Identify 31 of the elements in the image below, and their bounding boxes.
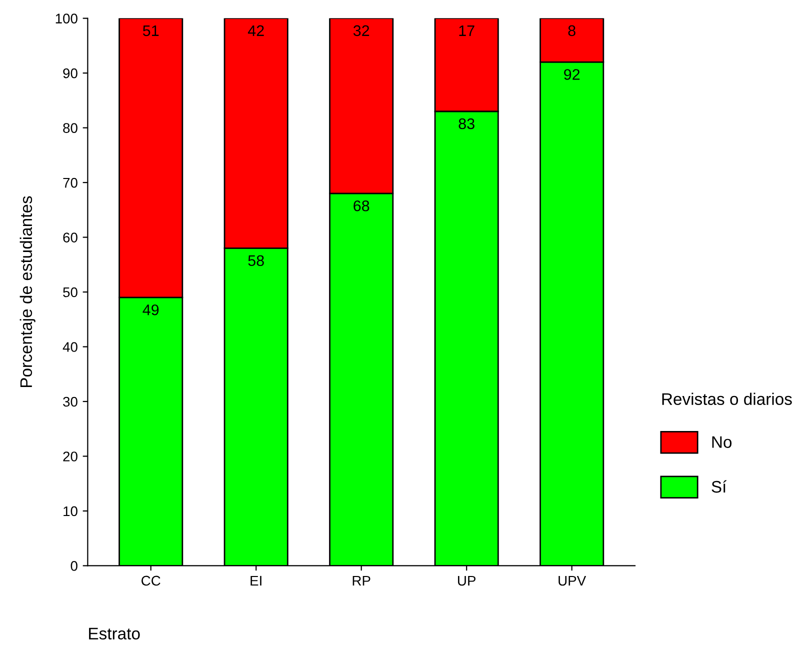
y-tick-label: 0 — [70, 561, 78, 571]
data-label: 68 — [354, 200, 370, 212]
data-label: 42 — [248, 25, 264, 36]
y-tick-label: 20 — [63, 452, 78, 462]
y-tick-label: 50 — [63, 287, 78, 298]
y-tick-label: 100 — [56, 14, 78, 24]
data-label: 49 — [142, 304, 159, 316]
x-tick-label: EI — [250, 576, 262, 586]
x-tick-label: UP — [458, 576, 476, 586]
data-label: 8 — [568, 25, 576, 36]
legend-label: Sí — [712, 480, 727, 493]
data-label: 92 — [564, 69, 580, 80]
y-tick-label: 90 — [63, 68, 78, 78]
data-label: 32 — [353, 25, 370, 36]
x-tick-label: RP — [352, 576, 370, 586]
x-tick-label: CC — [142, 576, 160, 586]
x-tick-label: UPV — [558, 576, 586, 586]
y-tick-label: 70 — [63, 178, 78, 188]
y-tick-label: 40 — [62, 342, 78, 352]
data-label: 51 — [142, 25, 159, 36]
legend-title: Revistas o diarios — [662, 392, 792, 406]
data-label: 83 — [458, 118, 474, 130]
y-tick-label: 10 — [64, 506, 78, 516]
data-label: 58 — [248, 255, 264, 266]
y-tick-label: 60 — [63, 232, 78, 242]
legend-label: No — [712, 436, 732, 448]
data-label: 17 — [459, 25, 474, 36]
x-axis-title: Estrato — [89, 628, 140, 640]
y-axis-title: Porcentaje de estudiantes — [20, 196, 36, 387]
y-tick-label: 30 — [63, 396, 78, 407]
y-tick-label: 80 — [63, 123, 78, 133]
